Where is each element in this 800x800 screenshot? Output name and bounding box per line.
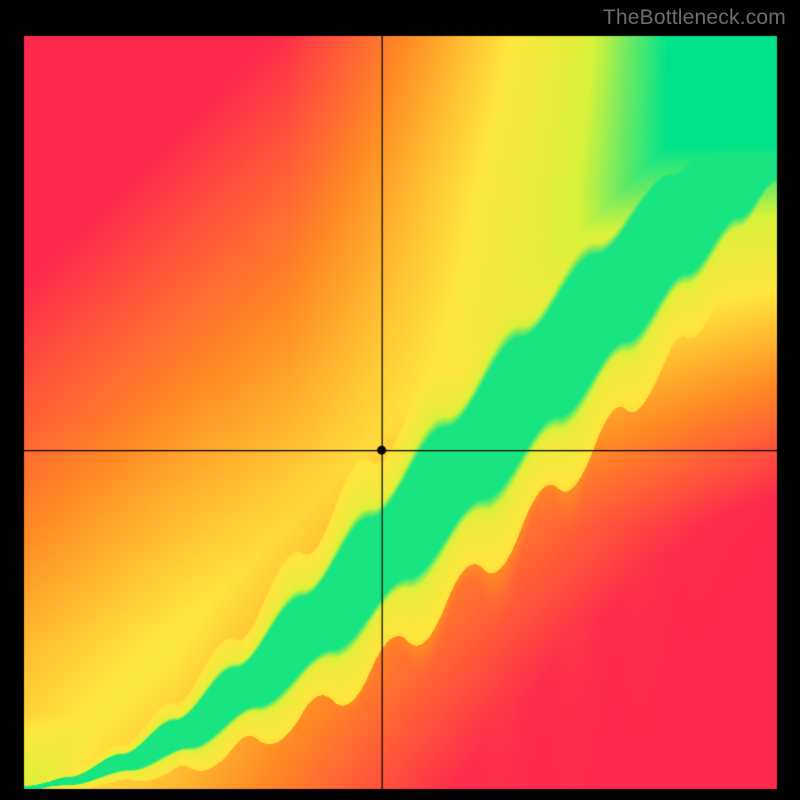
heatmap-canvas (0, 0, 800, 800)
watermark-text: TheBottleneck.com (603, 6, 786, 30)
chart-container: TheBottleneck.com (0, 0, 800, 800)
